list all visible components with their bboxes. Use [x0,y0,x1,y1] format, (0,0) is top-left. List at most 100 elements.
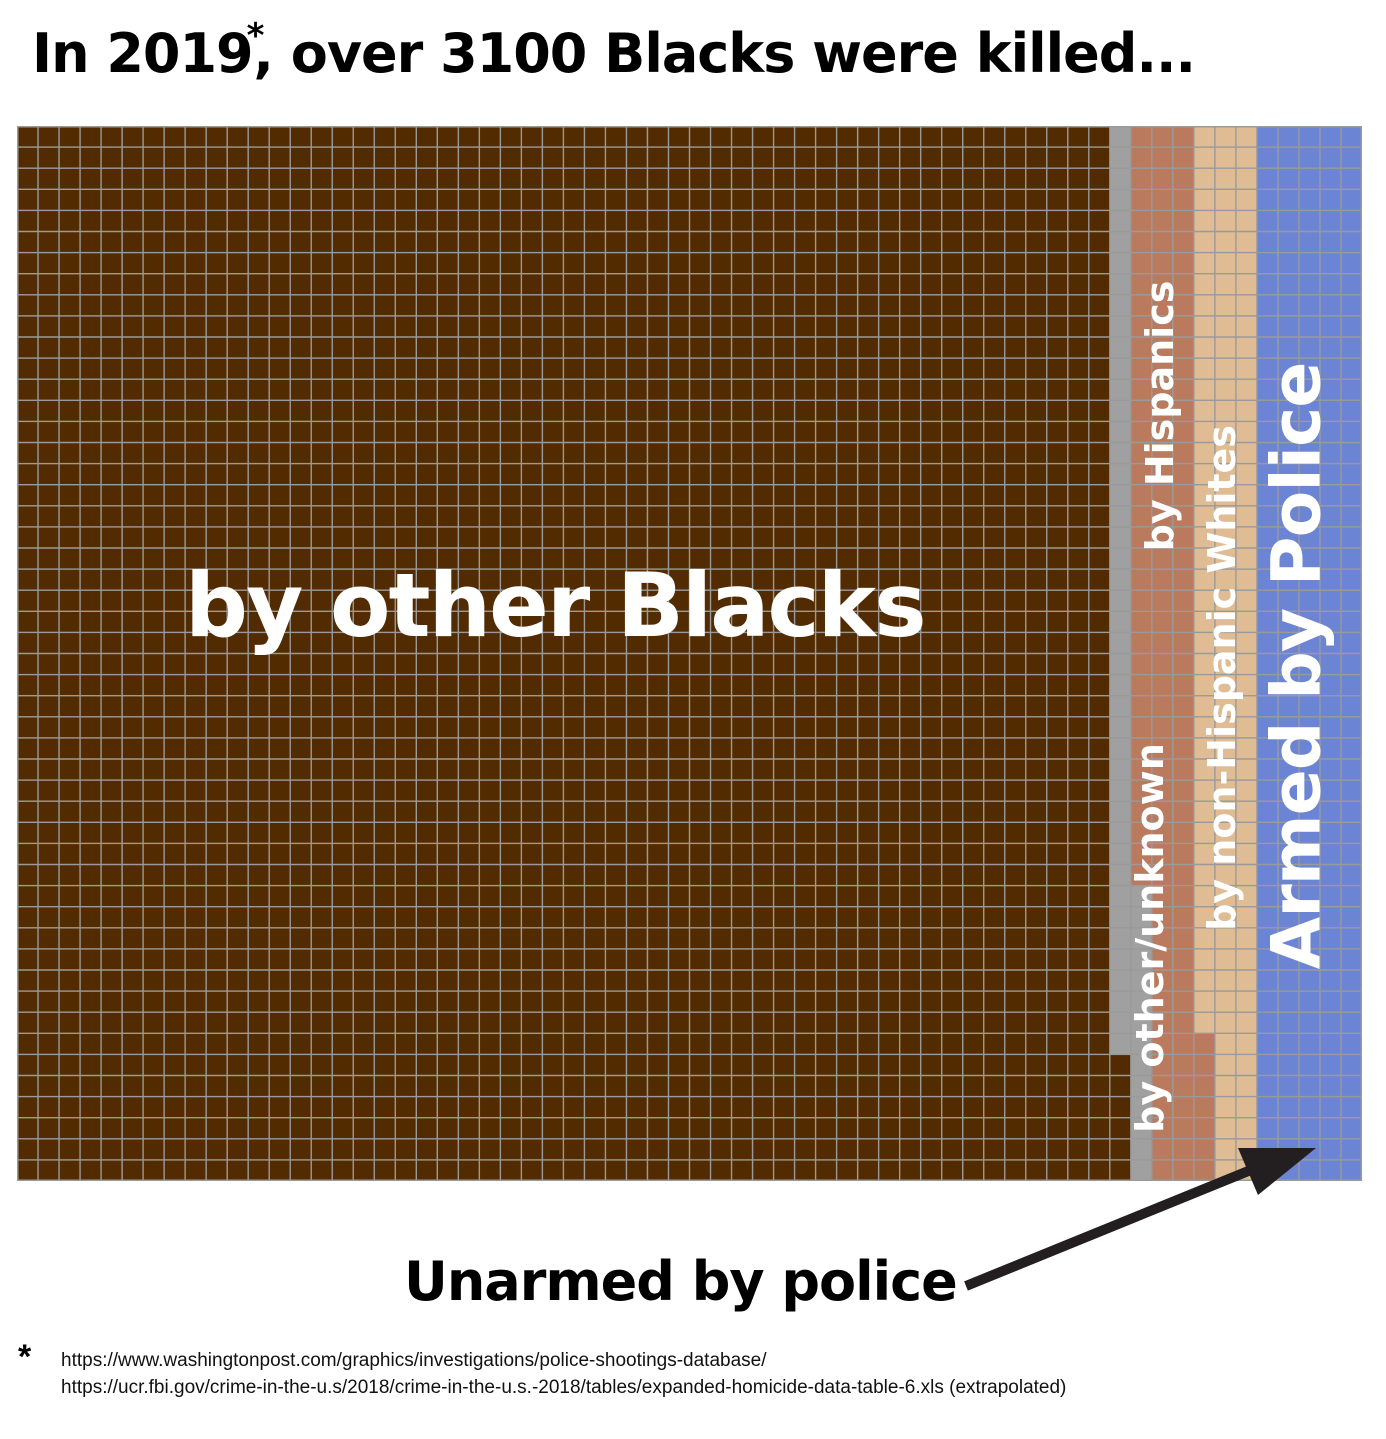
waffle-cell [669,1012,689,1033]
waffle-cell [795,844,815,864]
waffle-cell [942,738,963,759]
waffle-cell [1026,316,1047,337]
waffle-cell [1278,1076,1299,1096]
waffle-cell [1299,126,1320,147]
waffle-cell [480,633,500,653]
waffle-cell [501,274,521,295]
waffle-cell [185,168,206,189]
waffle-cell [438,295,458,316]
waffle-cell [59,633,80,653]
waffle-cell [732,168,752,189]
waffle-cell [480,801,500,822]
waffle-cell [900,907,920,928]
source-link-washington-post[interactable]: https://www.washingtonpost.com/graphics/… [61,1350,767,1371]
waffle-cell [963,612,984,632]
waffle-cell [480,675,500,695]
waffle-cell [1194,274,1215,295]
waffle-cell [879,506,899,527]
waffle-cell [1299,907,1320,928]
waffle-cell [311,358,332,379]
waffle-cell [1215,295,1236,316]
waffle-cell [290,401,311,421]
waffle-cell [1068,1012,1089,1033]
source-link-fbi-ucr[interactable]: https://ucr.fbi.gov/crime-in-the-u.s/201… [61,1377,1067,1398]
waffle-cell [900,1076,920,1096]
waffle-cell [290,232,311,252]
waffle-cell [290,358,311,379]
waffle-cell [1131,147,1152,168]
waffle-cell [1236,168,1257,189]
waffle-cell [459,232,479,252]
waffle-cell [143,506,164,527]
waffle-cell [1173,1097,1194,1117]
waffle-cell [900,1160,920,1181]
waffle-cell [269,1097,290,1117]
waffle-cell [417,337,437,358]
waffle-cell [38,654,59,674]
waffle-cell [206,738,227,759]
waffle-cell [290,1076,311,1096]
waffle-cell [1089,232,1110,252]
waffle-cell [1341,1118,1362,1139]
waffle-cell [1236,1118,1257,1139]
waffle-cell [543,379,563,400]
waffle-cell [395,717,416,738]
waffle-cell [1068,443,1089,463]
waffle-cell [480,485,500,506]
waffle-cell [353,1055,374,1075]
waffle-cell [1278,295,1299,316]
waffle-cell [690,358,710,379]
waffle-cell [1047,443,1068,463]
waffle-cell [395,949,416,970]
waffle-cell [984,844,1005,864]
waffle-cell [290,928,311,949]
waffle-cell [290,253,311,273]
waffle-cell [522,485,542,506]
waffle-cell [459,1160,479,1181]
waffle-cell [269,569,290,590]
waffle-cell [480,1097,500,1117]
waffle-cell [1341,401,1362,421]
waffle-cell [17,633,38,653]
waffle-cell [858,1097,878,1117]
waffle-cell [1236,823,1257,843]
waffle-cell [353,590,374,611]
waffle-cell [774,211,794,231]
waffle-cell [648,168,668,189]
waffle-cell [858,717,878,738]
waffle-cell [774,443,794,463]
waffle-cell [122,590,143,611]
waffle-cell [417,1139,437,1160]
waffle-cell [143,316,164,337]
waffle-cell [122,1076,143,1096]
waffle-cell [732,126,752,147]
waffle-cell [164,886,185,906]
waffle-cell [227,759,248,780]
waffle-cell [1236,886,1257,906]
waffle-cell [606,190,626,210]
waffle-cell [963,759,984,780]
waffle-cell [1236,485,1257,506]
waffle-cell [1278,907,1299,928]
waffle-cell [185,379,206,400]
waffle-cell [206,633,227,653]
waffle-cell [711,1076,731,1096]
waffle-cell [290,464,311,484]
waffle-cell [38,506,59,527]
waffle-cell [984,401,1005,421]
waffle-cell [143,443,164,463]
waffle-cell [395,485,416,506]
waffle-cell [1026,633,1047,653]
waffle-cell [248,274,269,295]
waffle-cell [627,422,647,442]
waffle-cell [1152,844,1173,864]
waffle-cell [1173,949,1194,970]
waffle-cell [585,886,605,906]
waffle-cell [921,865,941,885]
waffle-cell [353,928,374,949]
waffle-cell [1026,401,1047,421]
waffle-cell [711,1034,731,1054]
waffle-cell [837,1034,857,1054]
waffle-cell [374,443,395,463]
waffle-cell [816,211,836,231]
